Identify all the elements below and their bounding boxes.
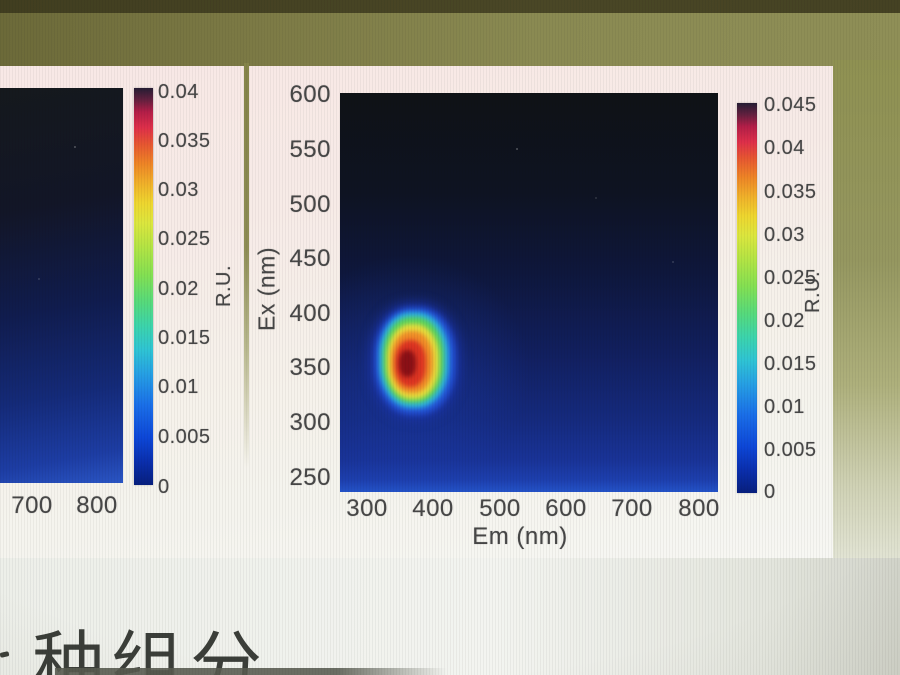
- right-ytick: 600: [289, 81, 331, 108]
- fluorescence-peak: [371, 304, 459, 418]
- caption-text: 种组分: [32, 626, 270, 675]
- y-axis-label: Ex (nm): [253, 247, 280, 331]
- right-ytick: 400: [289, 300, 331, 327]
- colorbar-tick-label: 0.04: [158, 81, 199, 103]
- dust-speck: [595, 197, 597, 199]
- colorbar-tick-label: 0.03: [764, 224, 805, 246]
- right-ytick: 350: [289, 354, 331, 381]
- colorbar-tick-label: 0.01: [158, 376, 199, 398]
- x-axis-label: Em (nm): [472, 523, 568, 550]
- left-xtick: 800: [76, 492, 118, 519]
- colorbar-tick-label: 0.04: [764, 137, 805, 159]
- colorbar-unit-label: R.U.: [802, 271, 824, 313]
- colorbar-tick-label: 0.01: [764, 396, 805, 418]
- colorbar-tick-label: 0: [764, 481, 776, 503]
- right-ytick: 250: [289, 464, 331, 491]
- colorbar-unit-label: R.U.: [213, 265, 235, 307]
- dust-speck: [672, 261, 674, 263]
- scatter-glow: [340, 93, 718, 492]
- right-xtick: 800: [678, 495, 720, 522]
- right-ytick: 450: [289, 245, 331, 272]
- right-ytick: 550: [289, 136, 331, 163]
- colorbar-tick-label: 0.025: [764, 267, 817, 289]
- right-olive-band: [833, 60, 900, 560]
- dust-speck: [38, 278, 40, 280]
- right-xtick: 600: [545, 495, 587, 522]
- colorbar-left: [134, 88, 153, 485]
- document-area: [0, 558, 900, 675]
- top-olive-band: [0, 13, 900, 66]
- right-xtick: 400: [412, 495, 454, 522]
- right-ytick: 500: [289, 191, 331, 218]
- colorbar-tick-label: 0.005: [158, 426, 211, 448]
- panel-divider: [244, 63, 249, 523]
- eem-plot-right: [340, 93, 718, 492]
- top-dark-strip: [0, 0, 900, 13]
- colorbar-tick-label: 0.025: [158, 228, 211, 250]
- peak-core: [399, 350, 416, 377]
- colorbar-tick-label: 0.015: [764, 353, 817, 375]
- colorbar-tick-label: 0.035: [764, 181, 817, 203]
- colorbar-tick-label: 0.02: [158, 278, 199, 300]
- dust-speck: [516, 148, 518, 150]
- colorbar-tick-label: 0.005: [764, 439, 817, 461]
- colorbar-right: [737, 103, 757, 493]
- colorbar-tick-label: 0.02: [764, 310, 805, 332]
- right-xtick: 300: [346, 495, 388, 522]
- colorbar-tick-label: 0: [158, 476, 170, 498]
- right-ytick: 300: [289, 409, 331, 436]
- right-xtick: 700: [611, 495, 653, 522]
- colorbar-tick-label: 0.045: [764, 94, 817, 116]
- colorbar-tick-label: 0.03: [158, 179, 199, 201]
- eem-plot-left: [0, 88, 123, 483]
- bottom-cropped-strip: [55, 668, 447, 675]
- colorbar-tick-label: 0.015: [158, 327, 211, 349]
- right-xtick: 500: [479, 495, 521, 522]
- left-xtick: 700: [11, 492, 53, 519]
- dust-speck: [74, 146, 76, 148]
- colorbar-tick-label: 0.035: [158, 130, 211, 152]
